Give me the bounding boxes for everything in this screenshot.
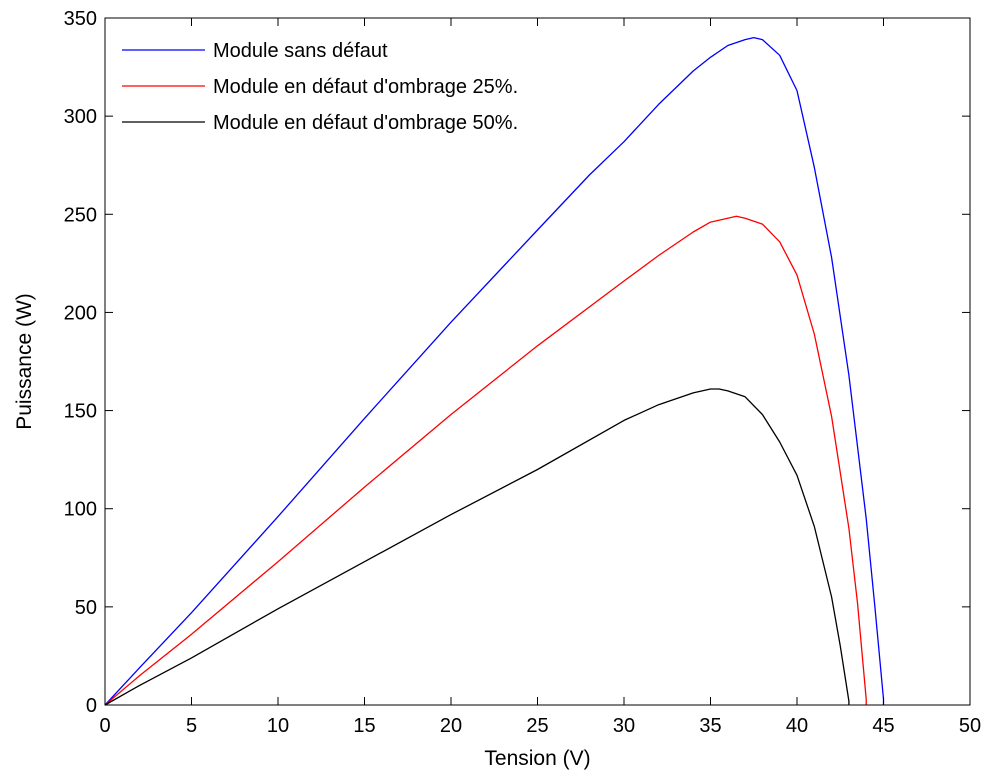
legend-label: Module en défaut d'ombrage 50%. xyxy=(213,112,518,134)
y-tick-label: 300 xyxy=(64,106,97,128)
x-tick-label: 35 xyxy=(699,715,721,737)
y-tick-label: 0 xyxy=(86,695,97,717)
x-tick-label: 10 xyxy=(267,715,289,737)
series-line-3 xyxy=(104,388,850,706)
y-tick-label: 250 xyxy=(64,204,97,226)
x-tick-label: 15 xyxy=(353,715,375,737)
x-tick-label: 45 xyxy=(872,715,894,737)
x-tick-label: 30 xyxy=(613,715,635,737)
plot-area xyxy=(104,36,885,706)
legend: Module sans défaut Module en défaut d'omb… xyxy=(122,40,518,134)
legend-label: Module sans défaut xyxy=(213,40,388,62)
x-axis-label: Tension (V) xyxy=(484,747,590,770)
x-tick-label: 5 xyxy=(186,715,197,737)
x-tick-label: 50 xyxy=(959,715,981,737)
y-tick-label: 150 xyxy=(64,401,97,423)
series-line-1 xyxy=(104,36,885,706)
axes: 0 5 10 15 20 25 30 35 40 45 50 0 50 100 150 200 250 300 35… xyxy=(64,8,982,737)
legend-label: Module en défaut d'ombrage 25%. xyxy=(213,76,518,98)
x-tick-label: 20 xyxy=(440,715,462,737)
x-tick-label: 0 xyxy=(99,715,110,737)
x-tick-label: 40 xyxy=(786,715,808,737)
y-tick-label: 350 xyxy=(64,8,97,30)
series-line-2 xyxy=(104,215,867,706)
y-tick-label: 50 xyxy=(75,597,97,619)
x-tick-label: 25 xyxy=(526,715,548,737)
y-tick-label: 100 xyxy=(64,499,97,521)
y-tick-label: 200 xyxy=(64,302,97,324)
y-axis-label: Puissance (W) xyxy=(13,293,36,430)
